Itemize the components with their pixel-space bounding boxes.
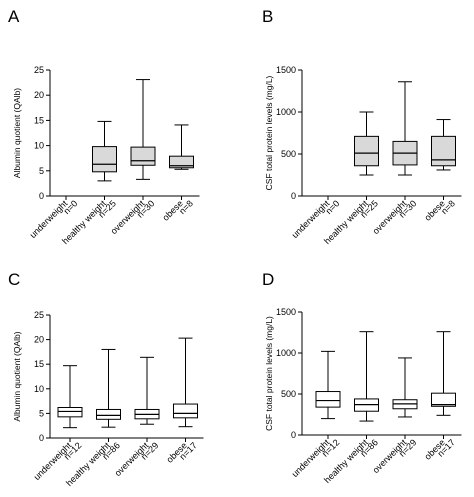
y-tick-label: 1000 bbox=[276, 107, 296, 117]
y-axis-title: Albumin quotient (QAlb) bbox=[12, 88, 22, 178]
panel-a: A 0 5 10 15 20 25 Albumin quotient (QAlb) underw… bbox=[8, 7, 200, 246]
y-axis-title: CSF total protein levels (mg/L) bbox=[264, 316, 274, 431]
y-tick-label: 5 bbox=[39, 166, 44, 176]
iqr-box bbox=[130, 146, 156, 166]
iqr-box bbox=[431, 392, 456, 407]
y-tick-label: 0 bbox=[39, 433, 44, 443]
y-tick-label: 20 bbox=[34, 90, 44, 100]
iqr-box bbox=[57, 406, 83, 418]
iqr-box bbox=[169, 155, 194, 169]
y-tick-label: 1500 bbox=[276, 65, 296, 75]
y-tick-label: 10 bbox=[34, 141, 44, 151]
y-tick-label: 5 bbox=[39, 408, 44, 418]
y-tick-label: 0 bbox=[39, 191, 44, 201]
panel-letter: D bbox=[262, 270, 274, 289]
iqr-box bbox=[173, 403, 198, 419]
category-label: underweight bbox=[290, 198, 332, 240]
panel-letter: C bbox=[8, 270, 20, 289]
y-tick-label: 25 bbox=[34, 65, 44, 75]
y-tick-label: 0 bbox=[291, 191, 296, 201]
y-tick-label: 25 bbox=[34, 310, 44, 320]
panel-letter: A bbox=[8, 7, 20, 26]
iqr-box bbox=[431, 135, 456, 167]
y-axis-title: Albumin quotient (QAlb) bbox=[12, 331, 22, 421]
iqr-box bbox=[315, 391, 341, 408]
y-tick-label: 500 bbox=[281, 389, 296, 399]
y-tick-label: 1000 bbox=[276, 348, 296, 358]
y-tick-label: 15 bbox=[34, 359, 44, 369]
panel-letter: B bbox=[262, 7, 273, 26]
y-tick-label: 20 bbox=[34, 335, 44, 345]
y-axis-title: CSF total protein levels (mg/L) bbox=[264, 75, 274, 190]
iqr-box bbox=[92, 146, 117, 173]
iqr-box bbox=[354, 135, 379, 167]
y-tick-label: 15 bbox=[34, 115, 44, 125]
iqr-box bbox=[96, 408, 121, 420]
y-tick-label: 0 bbox=[291, 430, 296, 440]
y-tick-label: 10 bbox=[34, 384, 44, 394]
y-tick-label: 500 bbox=[281, 149, 296, 159]
y-tick-label: 1500 bbox=[276, 307, 296, 317]
category-label: underweight bbox=[28, 198, 70, 240]
